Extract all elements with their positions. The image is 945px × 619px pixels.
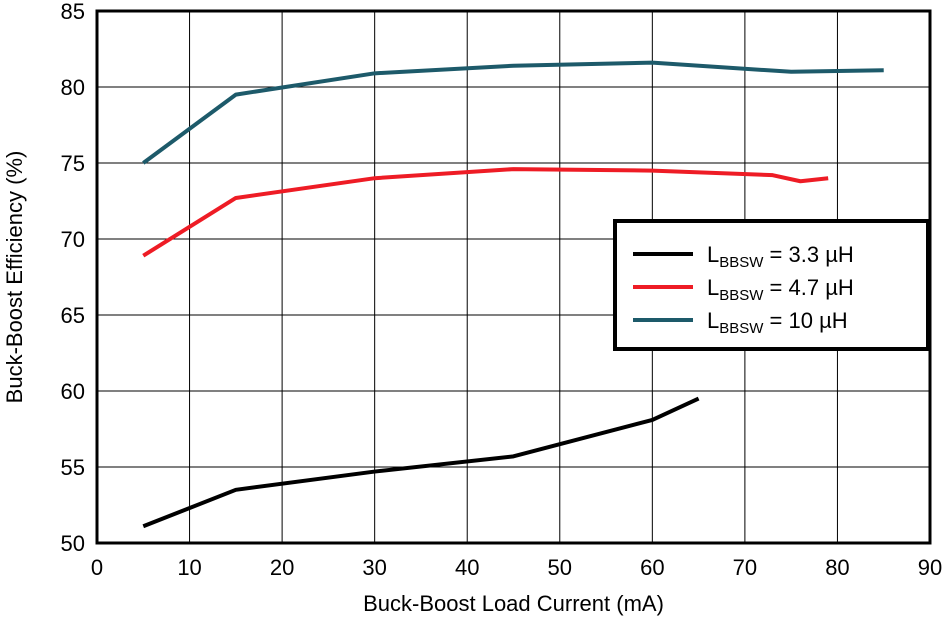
legend-label-3: LBBSW = 10 µH <box>707 308 848 337</box>
legend-label-1: LBBSW = 3.3 µH <box>707 242 854 271</box>
legend-label-main: L <box>707 308 719 333</box>
y-axis-ticks: 50 55 60 65 70 75 80 85 <box>61 0 85 556</box>
y-tick-label: 50 <box>61 531 85 556</box>
y-tick-label: 70 <box>61 227 85 252</box>
y-tick-label: 80 <box>61 75 85 100</box>
x-tick-label: 0 <box>91 555 103 580</box>
legend-label-subscript: BBSW <box>719 287 764 304</box>
legend-label-subscript: BBSW <box>719 320 764 337</box>
legend-label-value: = 10 µH <box>763 308 847 333</box>
series-line-3 <box>142 60 884 165</box>
x-tick-label: 40 <box>455 555 479 580</box>
x-axis-ticks: 0 10 20 30 40 50 60 70 80 90 <box>91 555 942 580</box>
series-lines <box>142 60 884 529</box>
x-tick-label: 90 <box>918 555 942 580</box>
legend-label-value: = 3.3 µH <box>763 242 853 267</box>
y-tick-label: 55 <box>61 455 85 480</box>
x-tick-label: 20 <box>270 555 294 580</box>
x-axis-label: Buck-Boost Load Current (mA) <box>363 591 664 616</box>
x-tick-label: 70 <box>733 555 757 580</box>
x-tick-label: 10 <box>177 555 201 580</box>
y-tick-label: 75 <box>61 151 85 176</box>
legend-label-2: LBBSW = 4.7 µH <box>707 275 854 304</box>
x-tick-label: 80 <box>825 555 849 580</box>
x-tick-label: 60 <box>640 555 664 580</box>
series-line-2 <box>142 167 829 258</box>
legend-label-subscript: BBSW <box>719 254 764 271</box>
x-tick-label: 30 <box>362 555 386 580</box>
y-axis-label: Buck-Boost Efficiency (%) <box>2 151 27 404</box>
y-tick-label: 85 <box>61 0 85 24</box>
legend-label-value: = 4.7 µH <box>763 275 853 300</box>
y-tick-label: 65 <box>61 303 85 328</box>
legend-label-main: L <box>707 242 719 267</box>
y-tick-label: 60 <box>61 379 85 404</box>
series-line-1 <box>142 396 700 529</box>
legend-label-main: L <box>707 275 719 300</box>
x-tick-label: 50 <box>548 555 572 580</box>
